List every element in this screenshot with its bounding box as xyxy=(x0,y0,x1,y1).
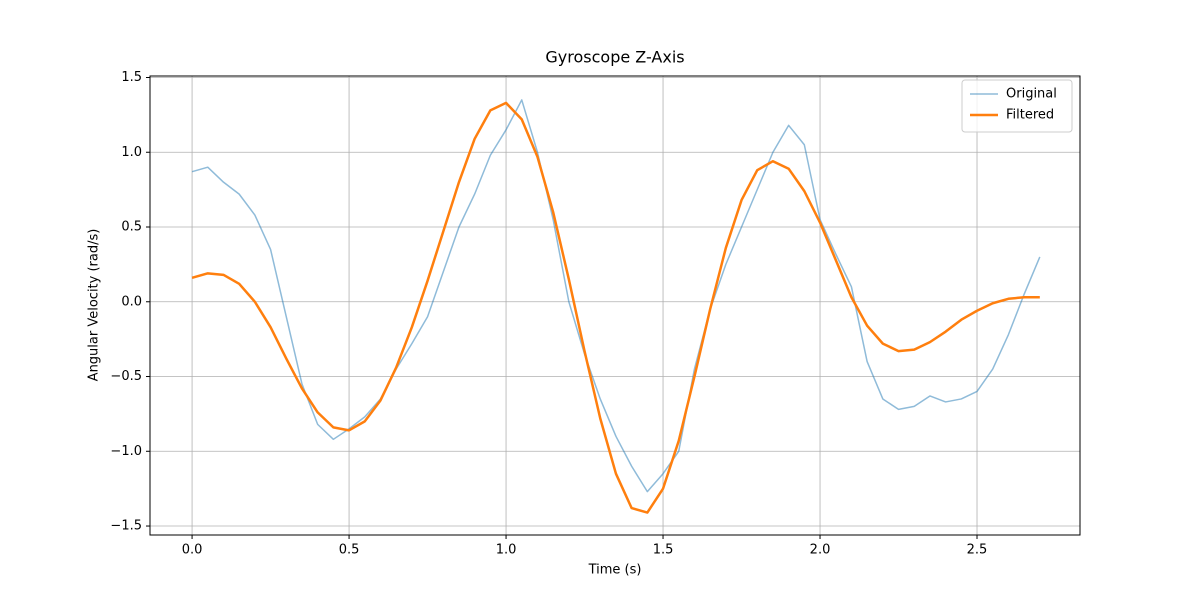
x-tick-label: 2.0 xyxy=(810,543,831,558)
legend-box xyxy=(961,79,1073,133)
y-tick-label: 1.0 xyxy=(121,145,142,160)
y-tick-label: −0.5 xyxy=(110,369,142,384)
series-line xyxy=(191,101,1040,514)
y-tick-label: −1.5 xyxy=(110,519,142,534)
legend-label: Original xyxy=(1006,87,1057,102)
y-tick-label: −1.0 xyxy=(110,444,142,459)
series-line xyxy=(191,99,1041,493)
y-tick-label: 1.5 xyxy=(121,70,142,85)
y-tick-label: 0.0 xyxy=(121,294,142,309)
x-tick-label: 2.5 xyxy=(967,543,988,558)
y-tick-label: 0.5 xyxy=(121,220,142,235)
legend-label: Filtered xyxy=(1006,108,1054,123)
x-tick-label: 1.5 xyxy=(653,543,674,558)
y-axis-label: Angular Velocity (rad/s) xyxy=(87,229,102,382)
x-tick-label: 0.0 xyxy=(182,543,203,558)
x-axis-label: Time (s) xyxy=(588,563,642,578)
x-tick-label: 0.5 xyxy=(339,543,360,558)
x-tick-label: 1.0 xyxy=(496,543,517,558)
chart-title: Gyroscope Z-Axis xyxy=(545,48,684,67)
plot-frame xyxy=(149,75,1081,536)
